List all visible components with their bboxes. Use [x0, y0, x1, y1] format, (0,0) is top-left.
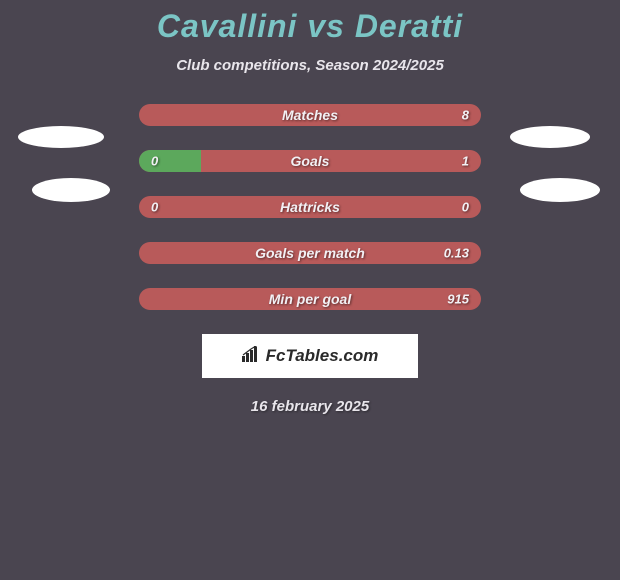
subtitle: Club competitions, Season 2024/2025	[0, 57, 620, 74]
decorative-ellipse	[18, 126, 104, 148]
decorative-ellipse	[32, 178, 110, 202]
stat-row: Goals 0 1	[139, 150, 481, 172]
stat-label: Goals	[291, 153, 330, 169]
decorative-ellipse	[520, 178, 600, 202]
stat-value-left: 0	[151, 154, 158, 169]
stats-wrap: Matches 8 Goals 0 1 Hattricks 0 0 Goals per matc…	[139, 104, 481, 310]
chart-icon	[242, 346, 262, 367]
stat-value-right: 1	[462, 154, 469, 169]
stat-row: Goals per match 0.13	[139, 242, 481, 264]
stat-row: Matches 8	[139, 104, 481, 126]
stat-value-right: 0	[462, 200, 469, 215]
stat-value-right: 0.13	[444, 246, 469, 261]
logo-box: FcTables.com	[202, 334, 418, 378]
stat-label: Hattricks	[280, 199, 340, 215]
logo-label: FcTables.com	[266, 346, 379, 366]
stat-value-left: 0	[151, 200, 158, 215]
stat-value-right: 915	[447, 292, 469, 307]
stat-label: Goals per match	[255, 245, 365, 261]
stat-value-right: 8	[462, 108, 469, 123]
logo: FcTables.com	[242, 346, 379, 367]
stat-label: Matches	[282, 107, 338, 123]
stat-row: Hattricks 0 0	[139, 196, 481, 218]
stat-row: Min per goal 915	[139, 288, 481, 310]
decorative-ellipse	[510, 126, 590, 148]
date-label: 16 february 2025	[0, 398, 620, 415]
stat-fill	[139, 150, 201, 172]
stat-label: Min per goal	[269, 291, 351, 307]
page-title: Cavallini vs Deratti	[0, 8, 620, 45]
main-container: Cavallini vs Deratti Club competitions, …	[0, 0, 620, 415]
